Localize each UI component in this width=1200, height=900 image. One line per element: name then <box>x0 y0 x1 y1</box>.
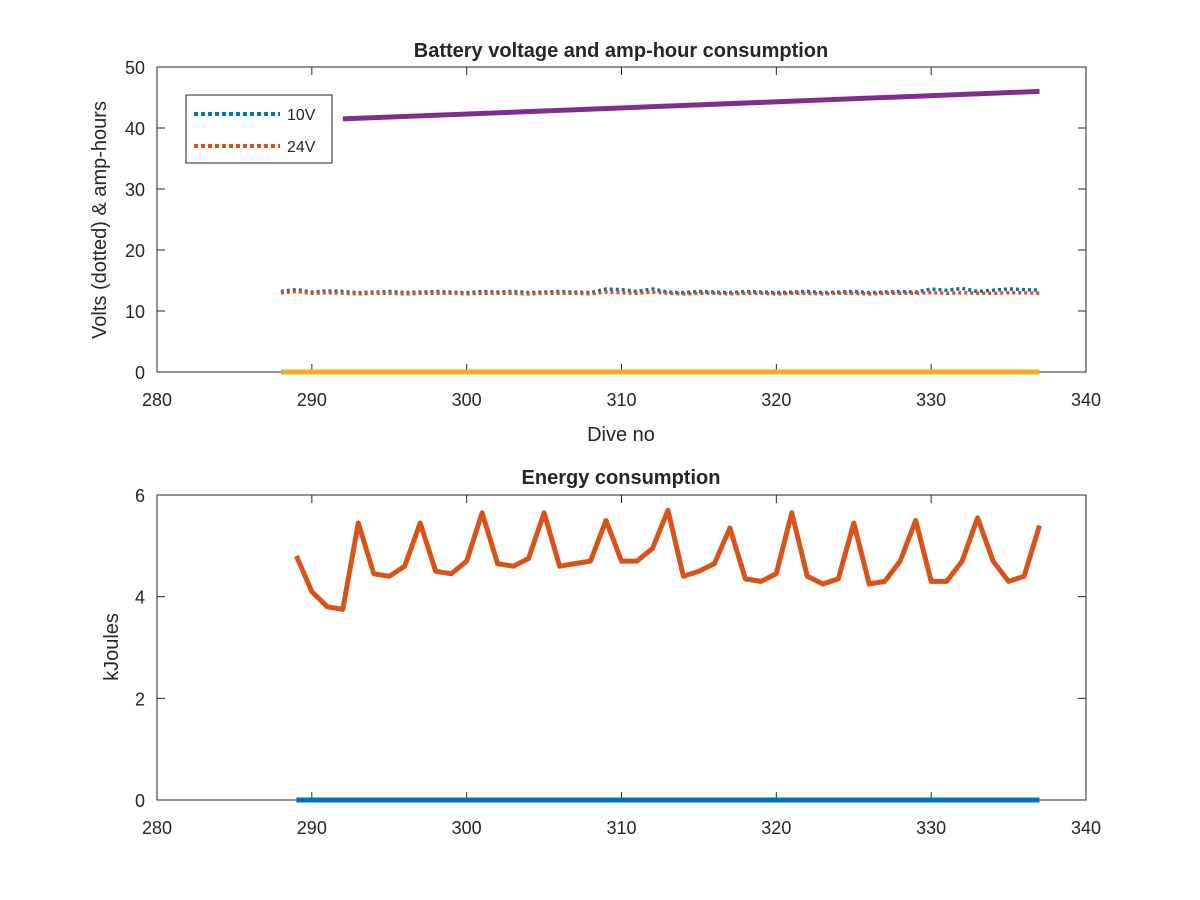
energy-series <box>294 507 1042 803</box>
battery-x-axis-label: Dive no <box>587 424 655 446</box>
legend-label-24v: 24V <box>287 139 316 156</box>
energy-chart: 280 290 300 310 320 330 340 0 2 4 6 Energy consum… <box>101 467 1101 838</box>
battery-y-ticks: 0 10 20 30 40 50 <box>125 58 1086 383</box>
energy-x-tick-label: 320 <box>761 818 791 838</box>
battery-x-tick-label: 290 <box>297 390 327 410</box>
energy-y-tick-label: 6 <box>135 486 145 506</box>
battery-y-tick-label: 30 <box>125 180 145 200</box>
energy-y-tick-label: 0 <box>135 791 145 811</box>
energy-x-tick-label: 340 <box>1071 818 1101 838</box>
legend-box <box>185 94 333 164</box>
battery-y-tick-label: 50 <box>125 58 145 78</box>
energy-chart-title: Energy consumption <box>522 467 721 489</box>
battery-x-tick-label: 320 <box>761 390 791 410</box>
battery-series <box>280 88 1040 375</box>
energy-x-tick-label: 290 <box>297 818 327 838</box>
energy-x-ticks: 280 290 300 310 320 330 340 <box>142 495 1101 838</box>
battery-x-tick-label: 300 <box>452 390 482 410</box>
battery-legend: 10V 24V <box>185 94 333 164</box>
battery-y-tick-label: 20 <box>125 241 145 261</box>
battery-x-tick-label: 340 <box>1071 390 1101 410</box>
energy-x-tick-label: 310 <box>606 818 636 838</box>
energy-y-tick-label: 2 <box>135 689 145 709</box>
battery-series-line-3 <box>342 88 1040 122</box>
energy-series-line-1 <box>294 507 1042 612</box>
battery-x-tick-label: 310 <box>606 390 636 410</box>
battery-x-tick-label: 330 <box>916 390 946 410</box>
energy-y-tick-label: 4 <box>135 588 145 608</box>
energy-y-ticks: 0 2 4 6 <box>135 486 1086 811</box>
battery-chart-title: Battery voltage and amp-hour consumption <box>414 40 828 62</box>
battery-series-line-1 <box>280 289 1040 296</box>
battery-y-tick-label: 0 <box>135 363 145 383</box>
battery-y-axis-label: Volts (dotted) & amp-hours <box>89 101 111 339</box>
legend-label-10v: 10V <box>287 107 316 124</box>
energy-x-tick-label: 330 <box>916 818 946 838</box>
battery-x-tick-label: 280 <box>142 390 172 410</box>
battery-y-tick-label: 10 <box>125 302 145 322</box>
energy-x-tick-label: 300 <box>452 818 482 838</box>
battery-y-tick-label: 40 <box>125 119 145 139</box>
battery-chart: 280 290 300 310 320 330 340 0 10 20 30 40 50 Batter… <box>89 40 1101 446</box>
energy-y-axis-label: kJoules <box>101 613 123 681</box>
energy-plot-area <box>156 494 1087 801</box>
energy-x-tick-label: 280 <box>142 818 172 838</box>
battery-x-ticks: 280 290 300 310 320 330 340 <box>142 67 1101 410</box>
